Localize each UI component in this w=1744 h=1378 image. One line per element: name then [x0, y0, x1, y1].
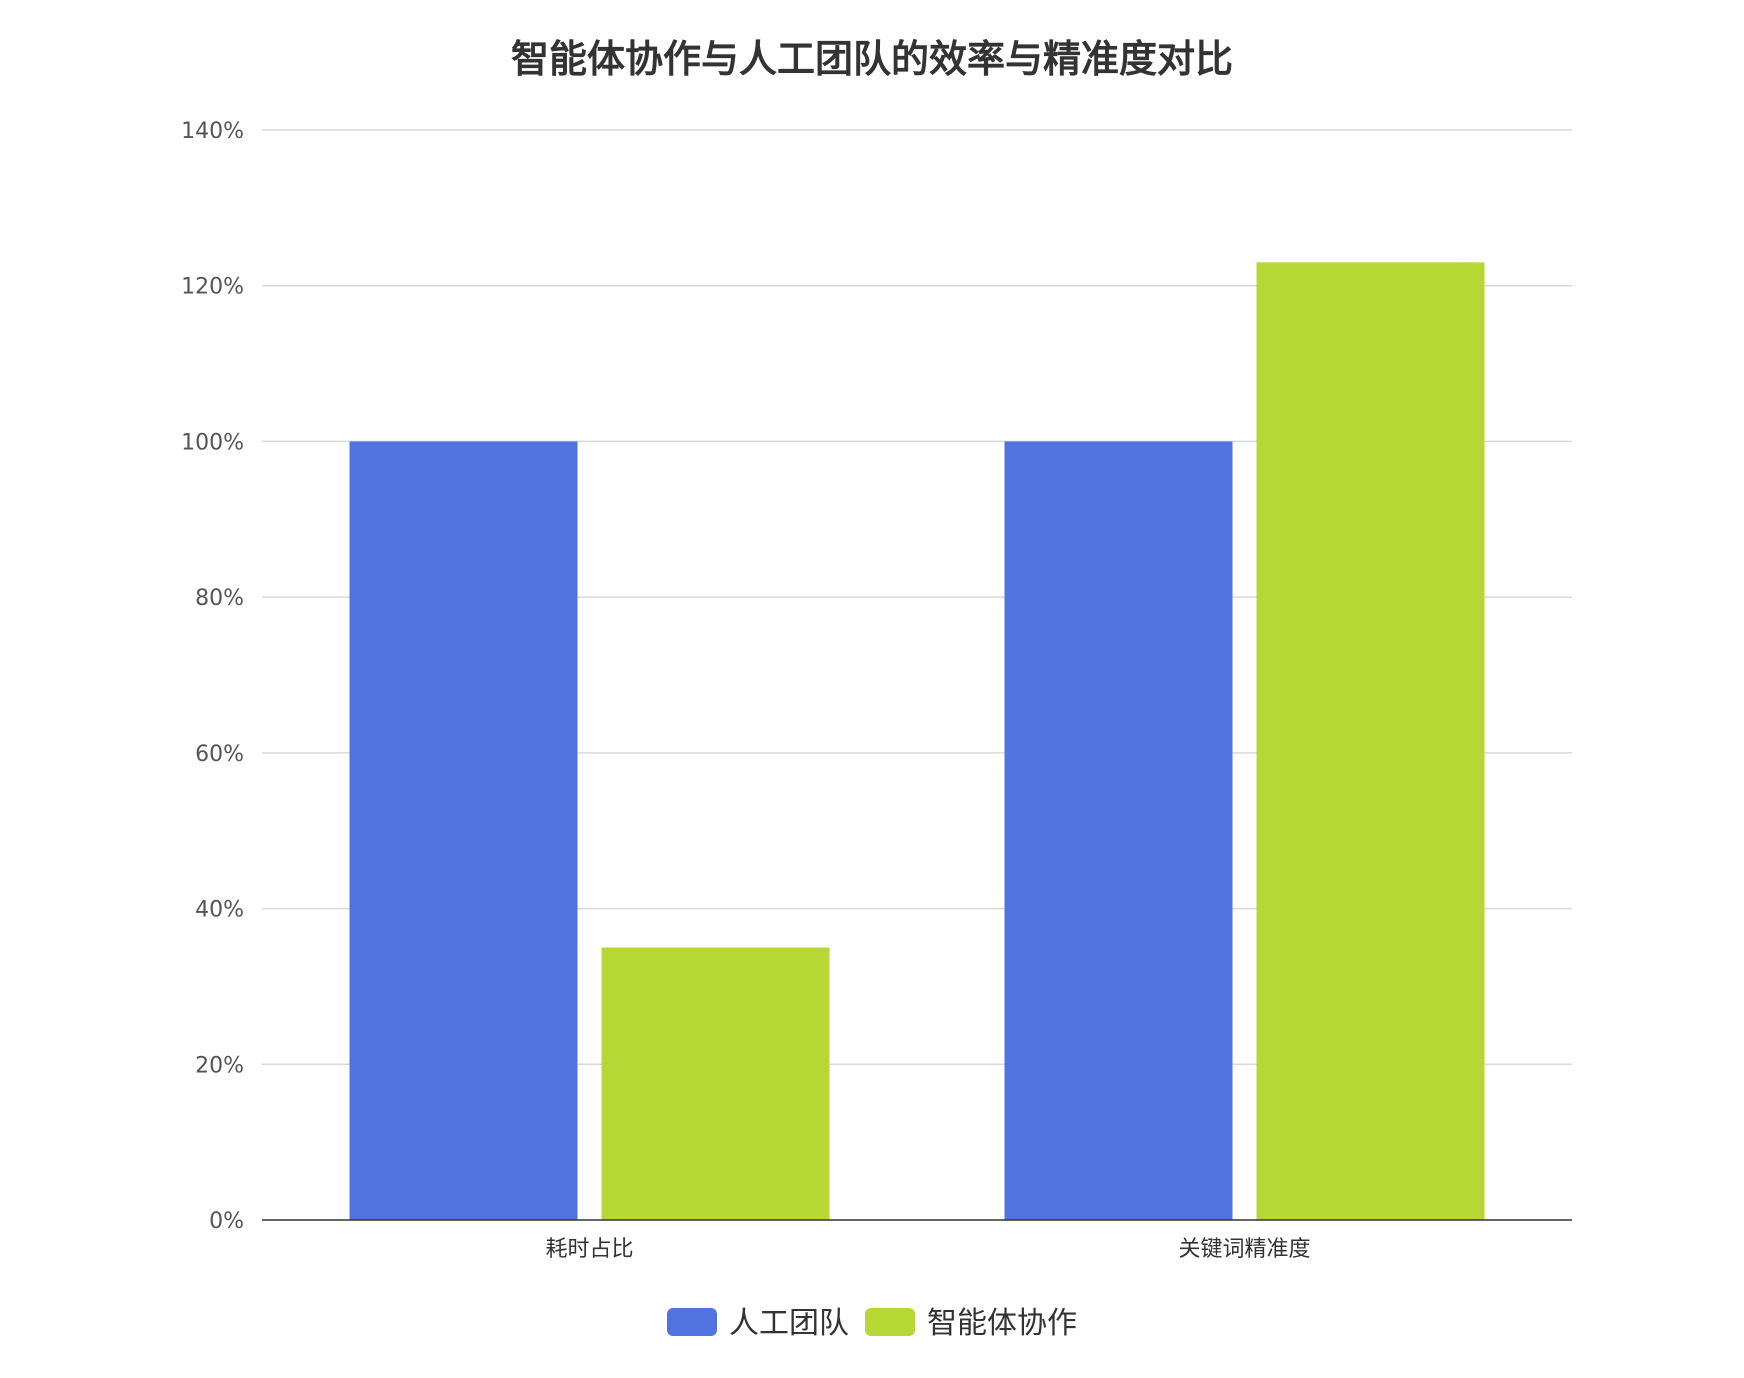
legend-label: 人工团队: [729, 1306, 849, 1341]
legend-swatch: [667, 1308, 717, 1336]
y-tick-label: 120%: [181, 275, 244, 300]
legend-swatch: [865, 1308, 915, 1336]
y-tick-label: 20%: [195, 1053, 244, 1078]
bar: [601, 947, 830, 1220]
x-category-label: 关键词精准度: [1178, 1237, 1310, 1262]
y-tick-label: 40%: [195, 898, 244, 923]
y-tick-label: 80%: [195, 586, 244, 611]
y-tick-label: 60%: [195, 742, 244, 767]
y-tick-label: 100%: [181, 430, 244, 455]
bar: [1256, 262, 1485, 1220]
y-tick-label: 140%: [181, 119, 244, 144]
chart-title: 智能体协作与人工团队的效率与精准度对比: [511, 37, 1233, 81]
y-axis-ticks: 0% 20% 40% 60% 80% 100% 120% 140%: [181, 119, 244, 1234]
x-category-label: 耗时占比: [545, 1237, 633, 1262]
y-tick-label: 0%: [209, 1209, 244, 1234]
legend: 人工团队 智能体协作: [667, 1306, 1077, 1341]
x-axis-labels: 耗时占比 关键词精准度: [545, 1237, 1310, 1262]
bar: [1004, 441, 1233, 1220]
legend-label: 智能体协作: [927, 1306, 1077, 1341]
bars: [349, 262, 1485, 1220]
bar: [349, 441, 578, 1220]
